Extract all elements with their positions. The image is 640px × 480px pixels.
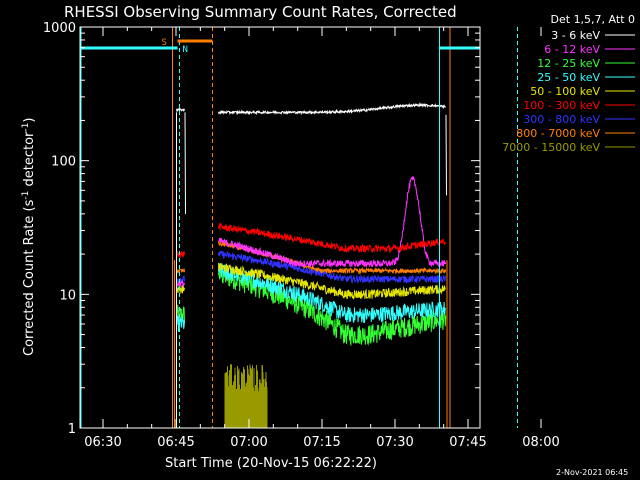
y-axis-label: Corrected Count Rate (s-1 detector-1) bbox=[21, 118, 37, 356]
x-axis-label: Start Time (20-Nov-15 06:22:22) bbox=[165, 456, 377, 471]
series-100-300keV bbox=[176, 222, 446, 258]
y-tick-label: 1 bbox=[68, 422, 76, 437]
series-edge bbox=[176, 112, 447, 428]
series-line bbox=[176, 275, 185, 284]
x-tick-label: 06:30 bbox=[84, 435, 121, 450]
s-label: S bbox=[162, 38, 167, 48]
series-line bbox=[176, 314, 185, 332]
x-tick-label: 08:00 bbox=[522, 435, 559, 450]
series-line bbox=[218, 262, 447, 324]
x-tick-label: 07:00 bbox=[230, 435, 267, 450]
legend-entry: 800 - 7000 keV bbox=[516, 127, 600, 140]
series-line bbox=[218, 222, 446, 254]
n-label: N bbox=[183, 45, 188, 55]
series-3-6keV bbox=[176, 102, 446, 116]
series-edge bbox=[174, 260, 448, 428]
series-7000-15000 bbox=[224, 364, 268, 428]
legend-entry: 12 - 25 keV bbox=[537, 57, 600, 70]
series-300-800keV bbox=[176, 250, 447, 284]
legend-entry: 6 - 12 keV bbox=[544, 43, 600, 56]
x-tick-label: 07:30 bbox=[376, 435, 413, 450]
legend-entry: 25 - 50 keV bbox=[537, 71, 600, 84]
legend-entry: 50 - 100 keV bbox=[530, 85, 600, 98]
y-tick-label: 10 bbox=[59, 288, 76, 303]
plot-frame bbox=[79, 26, 481, 429]
series-line bbox=[176, 250, 185, 258]
legend-entry: 7000 - 15000 keV bbox=[502, 141, 600, 154]
series-25-50keV bbox=[176, 262, 447, 332]
x-tick-label: 07:45 bbox=[449, 435, 486, 450]
legend-entry: 3 - 6 keV bbox=[551, 29, 600, 42]
y-tick-label: 100 bbox=[51, 155, 76, 170]
series-line bbox=[218, 102, 446, 116]
x-tick-label: 06:45 bbox=[157, 435, 194, 450]
legend-header: Det 1,5,7, Att 0 bbox=[551, 13, 635, 26]
footer-date: 2-Nov-2021 06:45 bbox=[556, 468, 628, 477]
legend-entry: 100 - 300 keV bbox=[523, 99, 600, 112]
series-6-12keV bbox=[176, 175, 447, 288]
series-line bbox=[176, 304, 185, 324]
series-line bbox=[176, 267, 185, 274]
series-line bbox=[218, 250, 447, 284]
series-line bbox=[176, 280, 185, 288]
chart-title: RHESSI Observing Summary Count Rates, Co… bbox=[64, 3, 457, 21]
series-line bbox=[218, 175, 447, 269]
series-line bbox=[218, 262, 446, 300]
series-line bbox=[176, 107, 185, 113]
x-tick-label: 07:15 bbox=[303, 435, 340, 450]
y-tick-label: 1000 bbox=[43, 21, 76, 36]
plot-area: SN bbox=[80, 27, 518, 428]
axes: 1 10 100 1000 06:30 06:45 07:00 07:15 07:30 07:45… bbox=[43, 21, 560, 450]
legend-entry: 300 - 800 keV bbox=[523, 113, 600, 126]
